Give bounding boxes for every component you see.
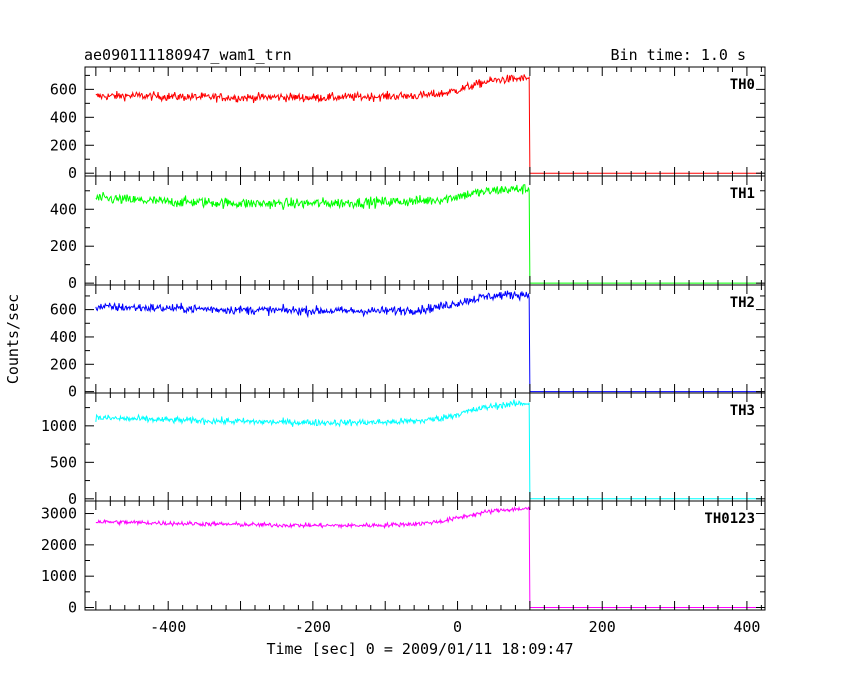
y-tick-label: 0 <box>68 598 77 616</box>
panel-frame <box>84 500 766 611</box>
panel-th3: 0 500 1000 TH3 <box>41 392 766 508</box>
panel-frame <box>84 66 766 177</box>
series-line-th0 <box>95 74 762 174</box>
y-axis-label: Counts/sec <box>4 294 22 384</box>
series-line-th2 <box>95 290 762 393</box>
x-tick-label: -200 <box>295 618 331 636</box>
bin-time-label: Bin time: 1.0 s <box>611 46 746 64</box>
series-line-th1 <box>95 184 762 284</box>
series-label-th0123: TH0123 <box>704 511 755 527</box>
series-label-th2: TH2 <box>730 295 755 311</box>
x-tick-label: 0 <box>453 618 462 636</box>
y-tick-label: 200 <box>50 355 77 373</box>
y-tick-label: 0 <box>68 274 77 292</box>
chart-title: ae090111180947_wam1_trn <box>84 46 292 64</box>
y-tick-label: 3000 <box>41 505 77 523</box>
series-label-th3: TH3 <box>730 403 755 419</box>
y-tick-label: 1000 <box>41 567 77 585</box>
series-line-th0123 <box>95 505 762 608</box>
panels-group: 0 200 400 600 TH0 0 200 400 TH1 0 200 400 600 TH2 0 500… <box>41 66 766 636</box>
x-tick-label: 200 <box>589 618 616 636</box>
x-axis-label: Time [sec] 0 = 2009/01/11 18:09:47 <box>266 640 573 658</box>
y-tick-label: 1000 <box>41 417 77 435</box>
y-tick-label: 400 <box>50 328 77 346</box>
panel-th1: 0 200 400 TH1 <box>50 175 766 292</box>
y-tick-label: 200 <box>50 237 77 255</box>
y-tick-label: 500 <box>50 453 77 471</box>
panel-frame <box>84 284 766 394</box>
panel-th0: 0 200 400 600 TH0 <box>50 66 766 182</box>
y-tick-label: 600 <box>50 301 77 319</box>
panel-th0123: 0 1000 2000 3000 TH0123 <box>41 500 766 616</box>
x-tick-label: -400 <box>150 618 186 636</box>
series-label-th0: TH0 <box>730 77 755 93</box>
y-tick-label: 0 <box>68 383 77 401</box>
x-tick-label: 400 <box>733 618 760 636</box>
panel-th2: 0 200 400 600 TH2 <box>50 284 766 401</box>
y-tick-label: 2000 <box>41 536 77 554</box>
y-tick-label: 400 <box>50 108 77 126</box>
y-tick-label: 0 <box>68 490 77 508</box>
y-tick-label: 400 <box>50 200 77 218</box>
y-tick-label: 600 <box>50 80 77 98</box>
series-line-th3 <box>95 399 762 500</box>
y-tick-label: 0 <box>68 164 77 182</box>
panel-frame <box>84 392 766 502</box>
panel-frame <box>84 175 766 286</box>
series-label-th1: TH1 <box>730 186 755 202</box>
y-tick-label: 200 <box>50 136 77 154</box>
